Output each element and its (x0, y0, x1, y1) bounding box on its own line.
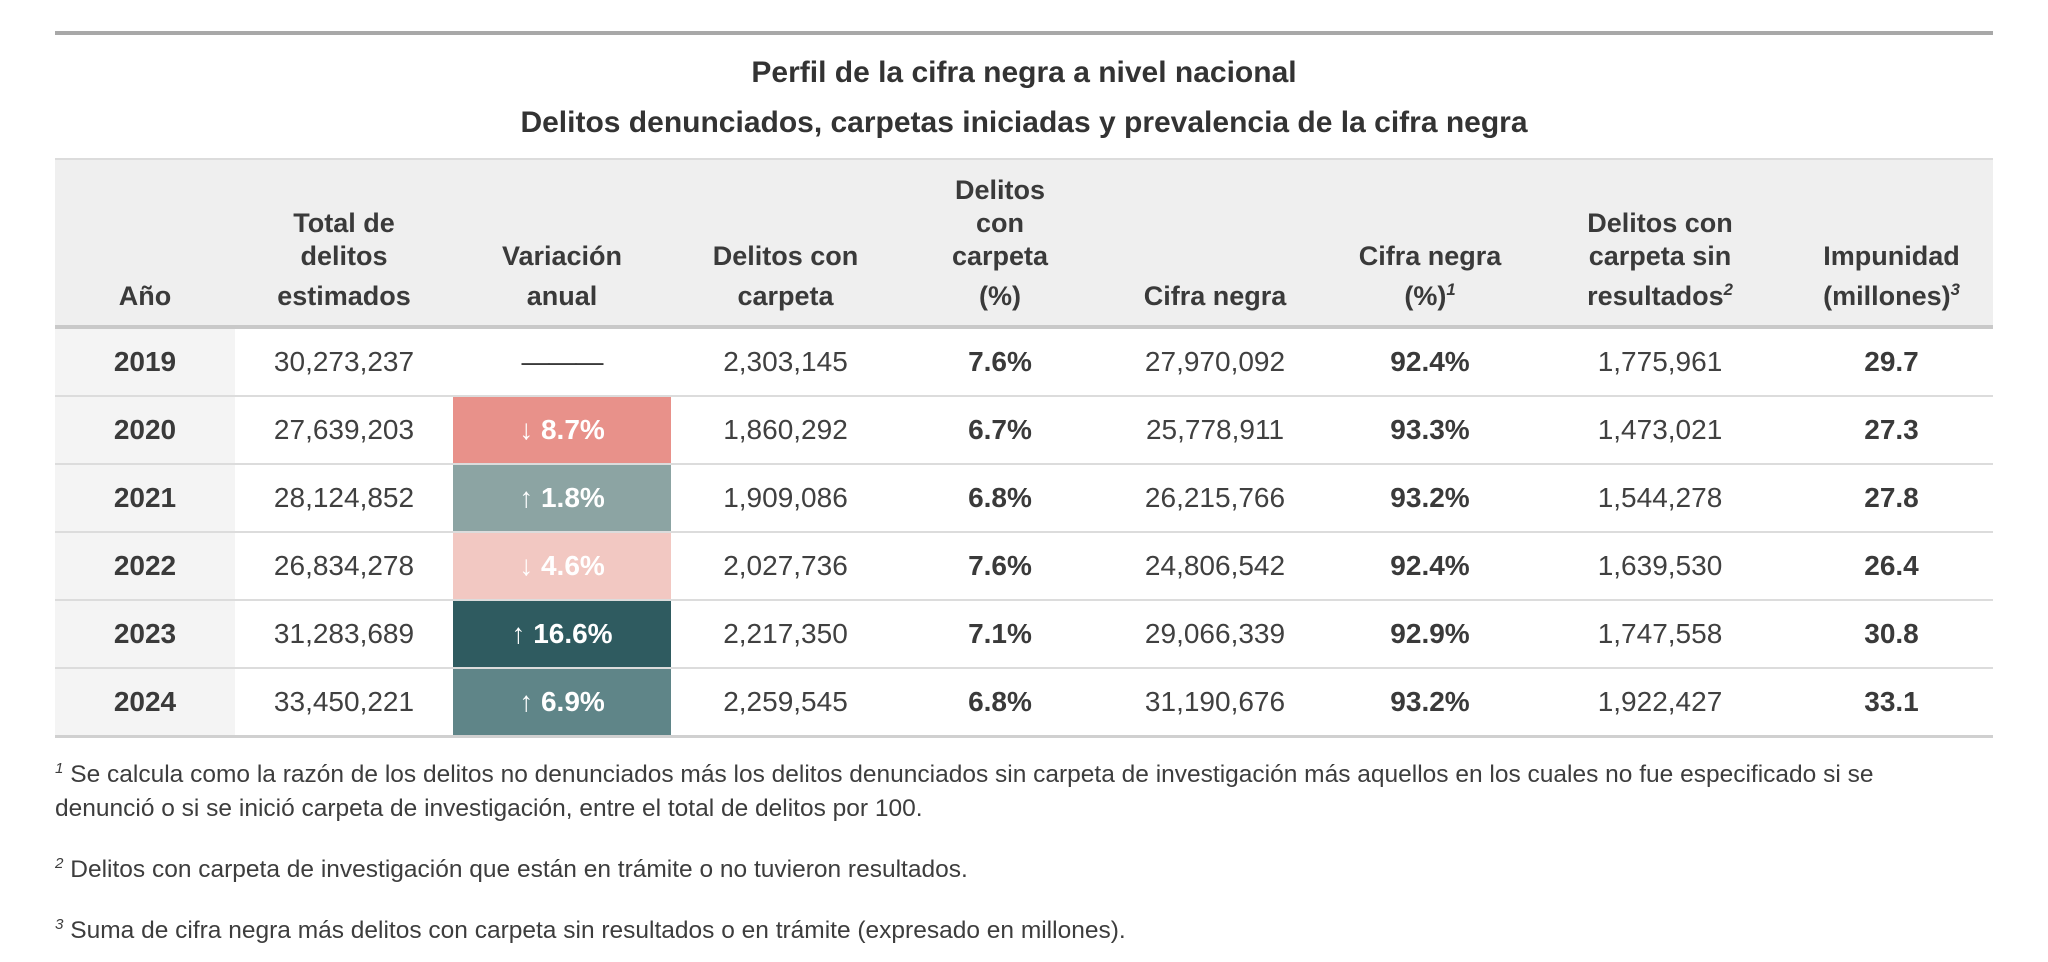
year-cell: 2022 (55, 532, 235, 601)
carpeta-sin-resultados-cell: 1,639,530 (1530, 532, 1790, 601)
cifra-negra-cell: 29,066,339 (1100, 600, 1330, 669)
cifra-negra-pct-cell: 92.9% (1330, 600, 1530, 669)
footnote-3: 3 Suma de cifra negra más delitos con ca… (55, 916, 1126, 945)
year-cell: 2020 (55, 396, 235, 465)
header-row: Año Total de delitos estimados Variación… (55, 158, 1993, 329)
total-delitos-cell: 27,639,203 (235, 396, 453, 465)
delitos-con-carpeta-pct-cell: 7.6% (900, 327, 1100, 397)
page-subtitle: Delitos denunciados, carpetas iniciadas … (520, 106, 1528, 139)
variacion-value: 6.9% (540, 686, 605, 717)
impunidad-cell: 29.7 (1790, 327, 1993, 397)
carpeta-sin-resultados-cell: 1,775,961 (1530, 327, 1790, 397)
delitos-con-carpeta-pct-cell: 6.7% (900, 396, 1100, 465)
up-arrow-icon: ↑ (511, 618, 534, 649)
table-figure: Perfil de la cifra negra a nivel naciona… (0, 31, 2048, 962)
cifra-negra-cell: 25,778,911 (1100, 396, 1330, 465)
footnote-2: 2 Delitos con carpeta de investigación q… (55, 855, 968, 884)
impunidad-cell: 33.1 (1790, 668, 1993, 738)
column-header-cifra-negra-pct: Cifra negra (%)1 (1330, 158, 1530, 329)
delitos-con-carpeta-cell: 1,860,292 (671, 396, 900, 465)
table-row: 2020 27,639,203 ↓ 8.7% 1,860,292 6.7% 25,778,… (55, 396, 1993, 465)
delitos-con-carpeta-pct-cell: 7.1% (900, 600, 1100, 669)
impunidad-cell: 27.8 (1790, 464, 1993, 533)
table-row: 2021 28,124,852 ↑ 1.8% 1,909,086 6.8% 26,215,… (55, 464, 1993, 533)
column-header-delitos-con-carpeta-pct: Delitos con carpeta (%) (900, 158, 1100, 329)
impunidad-cell: 30.8 (1790, 600, 1993, 669)
up-arrow-icon: ↑ (519, 686, 541, 717)
cifra-negra-cell: 26,215,766 (1100, 464, 1330, 533)
carpeta-sin-resultados-cell: 1,473,021 (1530, 396, 1790, 465)
top-rule (55, 31, 1993, 35)
column-header-carpeta-sin-resultados: Delitos con carpeta sin resultados2 (1530, 158, 1790, 329)
variacion-value: 4.6% (540, 550, 605, 581)
variacion-value: 8.7% (540, 414, 605, 445)
year-cell: 2023 (55, 600, 235, 669)
delitos-con-carpeta-cell: 2,217,350 (671, 600, 900, 669)
delitos-con-carpeta-pct-cell: 7.6% (900, 532, 1100, 601)
impunidad-cell: 27.3 (1790, 396, 1993, 465)
table-row: 2024 33,450,221 ↑ 6.9% 2,259,545 6.8% 31,190,… (55, 668, 1993, 738)
page-title: Perfil de la cifra negra a nivel naciona… (751, 56, 1297, 89)
cifra-negra-cell: 24,806,542 (1100, 532, 1330, 601)
footnotes-block: 1 Se calcula como la razón de los delito… (55, 752, 1993, 962)
cifra-negra-pct-cell: 93.2% (1330, 668, 1530, 738)
up-arrow-icon: ↑ (519, 482, 541, 513)
total-delitos-cell: 31,283,689 (235, 600, 453, 669)
no-variation-dash: ——— (521, 346, 604, 377)
down-arrow-icon: ↓ (519, 550, 541, 581)
carpeta-sin-resultados-cell: 1,747,558 (1530, 600, 1790, 669)
column-header-impunidad: Impunidad (millones)3 (1790, 158, 1993, 329)
table-row: 2019 30,273,237 ——— 2,303,145 7.6% 27,970,092… (55, 327, 1993, 397)
total-delitos-cell: 30,273,237 (235, 327, 453, 397)
year-cell: 2024 (55, 668, 235, 738)
column-header-total-delitos: Total de delitos estimados (235, 158, 453, 329)
delitos-con-carpeta-cell: 2,259,545 (671, 668, 900, 738)
variacion-value: 1.8% (540, 482, 605, 513)
carpeta-sin-resultados-cell: 1,544,278 (1530, 464, 1790, 533)
variacion-anual-cell: ↓ 4.6% (453, 532, 671, 601)
column-header-variacion-anual: Variación anual (453, 158, 671, 329)
cifra-negra-pct-cell: 92.4% (1330, 327, 1530, 397)
cifra-negra-pct-cell: 92.4% (1330, 532, 1530, 601)
table-row: 2022 26,834,278 ↓ 4.6% 2,027,736 7.6% 24,806,… (55, 532, 1993, 601)
delitos-con-carpeta-cell: 1,909,086 (671, 464, 900, 533)
delitos-con-carpeta-pct-cell: 6.8% (900, 464, 1100, 533)
column-header-delitos-con-carpeta: Delitos con carpeta (671, 158, 900, 329)
year-cell: 2019 (55, 327, 235, 397)
column-header-ano: Año (55, 158, 235, 329)
cifra-negra-table: Año Total de delitos estimados Variación… (55, 158, 1993, 738)
footnote-1: 1 Se calcula como la razón de los delito… (55, 760, 1874, 823)
total-delitos-cell: 33,450,221 (235, 668, 453, 738)
carpeta-sin-resultados-cell: 1,922,427 (1530, 668, 1790, 738)
variacion-anual-cell: ↑ 1.8% (453, 464, 671, 533)
delitos-con-carpeta-pct-cell: 6.8% (900, 668, 1100, 738)
cifra-negra-cell: 27,970,092 (1100, 327, 1330, 397)
impunidad-cell: 26.4 (1790, 532, 1993, 601)
cifra-negra-pct-cell: 93.3% (1330, 396, 1530, 465)
year-cell: 2021 (55, 464, 235, 533)
table-row: 2023 31,283,689 ↑ 16.6% 2,217,350 7.1% 29,066… (55, 600, 1993, 669)
delitos-con-carpeta-cell: 2,303,145 (671, 327, 900, 397)
variacion-value: 16.6% (533, 618, 613, 649)
cifra-negra-pct-cell: 93.2% (1330, 464, 1530, 533)
column-header-cifra-negra: Cifra negra (1100, 158, 1330, 329)
cifra-negra-cell: 31,190,676 (1100, 668, 1330, 738)
variacion-anual-cell: ——— (453, 327, 671, 397)
variacion-anual-cell: ↓ 8.7% (453, 396, 671, 465)
delitos-con-carpeta-cell: 2,027,736 (671, 532, 900, 601)
total-delitos-cell: 26,834,278 (235, 532, 453, 601)
variacion-anual-cell: ↑ 6.9% (453, 668, 671, 738)
total-delitos-cell: 28,124,852 (235, 464, 453, 533)
down-arrow-icon: ↓ (519, 414, 541, 445)
variacion-anual-cell: ↑ 16.6% (453, 600, 671, 669)
